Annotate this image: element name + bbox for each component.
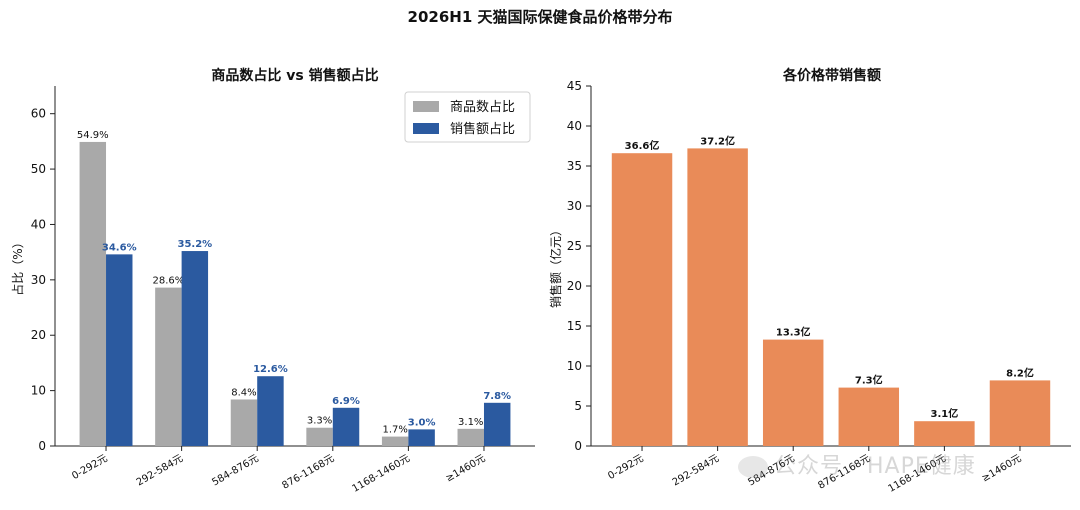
right-y-tick-label: 45 [567, 79, 582, 93]
right-x-tick-label: 0-292元 [606, 453, 645, 482]
right-bar-series0-2 [762, 339, 824, 446]
legend-label-item-share: 商品数占比 [450, 100, 515, 115]
left-data-label-series1-3: 6.9% [332, 396, 360, 407]
right-y-axis-label: 销售额（亿元） [548, 224, 563, 308]
left-x-tick-label: 876-1168元 [280, 453, 336, 492]
left-data-label-series0-2: 8.4% [231, 387, 256, 398]
right-data-label-series0-1: 37.2亿 [700, 134, 735, 147]
left-legend: 商品数占比 销售额占比 [404, 91, 531, 143]
right-data-label-series0-0: 36.6亿 [625, 139, 660, 152]
left-bar-series1-3 [332, 407, 360, 446]
left-data-label-series1-0: 34.6% [102, 242, 137, 253]
right-x-tick-label: 292-584元 [671, 453, 721, 488]
left-bar-series0-3 [306, 427, 333, 446]
right-data-label-series0-2: 13.3亿 [776, 326, 811, 339]
left-y-tick-label: 20 [31, 328, 46, 342]
right-x-tick-label: ≥1460元 [980, 453, 1023, 484]
left-x-tick-label: 1168-1460元 [351, 453, 412, 495]
left-data-label-series0-3: 3.3% [307, 416, 332, 427]
left-bar-series1-1 [181, 251, 209, 446]
left-y-axis-label: 占比（%） [10, 236, 25, 295]
left-bar-series0-5 [457, 428, 484, 446]
right-y-tick-label: 15 [567, 319, 582, 333]
right-y-tick-label: 25 [567, 239, 582, 253]
left-x-tick-label: 584-876元 [210, 453, 260, 488]
right-y-tick-label: 5 [574, 399, 582, 413]
left-bar-series1-4 [408, 429, 435, 446]
legend-swatch-blue [413, 123, 439, 134]
left-y-tick-label: 10 [31, 384, 46, 398]
left-bar-series0-0 [79, 141, 107, 446]
legend-swatch-gray [413, 101, 439, 112]
right-bar-series0-5 [989, 380, 1051, 446]
right-bar-series0-1 [687, 148, 748, 446]
right-y-tick-label: 10 [567, 359, 582, 373]
right-y-tick-label: 35 [567, 159, 582, 173]
left-data-label-series1-4: 3.0% [408, 417, 436, 428]
right-data-label-series0-3: 7.3亿 [855, 374, 883, 387]
left-y-tick-label: 30 [31, 273, 46, 287]
left-y-tick-label: 60 [31, 107, 46, 121]
left-y-tick-label: 40 [31, 217, 46, 231]
left-data-label-series1-1: 35.2% [177, 239, 212, 250]
right-data-label-series0-4: 3.1亿 [931, 407, 959, 420]
left-bar-series0-4 [381, 436, 409, 446]
right-y-tick-label: 40 [567, 119, 582, 133]
left-bar-series0-1 [155, 287, 182, 446]
left-bar-series0-2 [230, 399, 258, 446]
wechat-icon [738, 456, 768, 478]
left-x-tick-label: ≥1460元 [444, 453, 487, 484]
left-bar-series1-2 [257, 376, 284, 446]
right-bar-series0-3 [838, 387, 900, 446]
left-y-tick-label: 50 [31, 162, 46, 176]
chart-main-title: 2026H1 天猫国际保健食品价格带分布 [407, 8, 673, 26]
watermark: 公众号 · HAPE健康 [738, 448, 976, 480]
right-y-tick-label: 30 [567, 199, 582, 213]
right-bar-series0-4 [914, 421, 975, 446]
right-data-label-series0-5: 8.2亿 [1006, 366, 1034, 379]
left-x-tick-label: 0-292元 [70, 453, 109, 482]
left-data-label-series1-2: 12.6% [253, 364, 288, 375]
left-data-label-series0-1: 28.6% [152, 276, 184, 287]
watermark-text: 公众号 · HAPE健康 [774, 454, 976, 479]
left-chart-panel: 商品数占比 vs 销售额占比 占比（%） 0 10 20 30 40 50 60 0-292元… [10, 67, 535, 495]
left-bar-series1-0 [106, 254, 133, 446]
right-chart-panel: 各价格带销售额 销售额（亿元） 0 5 10 15 20 25 30 35 40 45 0-292元… [548, 67, 1071, 495]
left-bar-series1-5 [483, 402, 511, 446]
right-y-tick-label: 20 [567, 279, 582, 293]
legend-label-sales-share: 销售额占比 [450, 121, 515, 137]
left-data-label-series0-4: 1.7% [382, 425, 407, 436]
left-data-label-series1-5: 7.8% [483, 391, 511, 402]
left-chart-title: 商品数占比 vs 销售额占比 [211, 67, 378, 84]
left-x-tick-label: 292-584元 [135, 453, 185, 488]
right-y-tick-label: 0 [574, 439, 582, 453]
left-data-label-series0-5: 3.1% [458, 417, 483, 428]
left-y-tick-label: 0 [38, 439, 46, 453]
left-data-label-series0-0: 54.9% [77, 130, 109, 141]
right-chart-title: 各价格带销售额 [782, 67, 881, 84]
right-bar-series0-0 [611, 153, 673, 446]
